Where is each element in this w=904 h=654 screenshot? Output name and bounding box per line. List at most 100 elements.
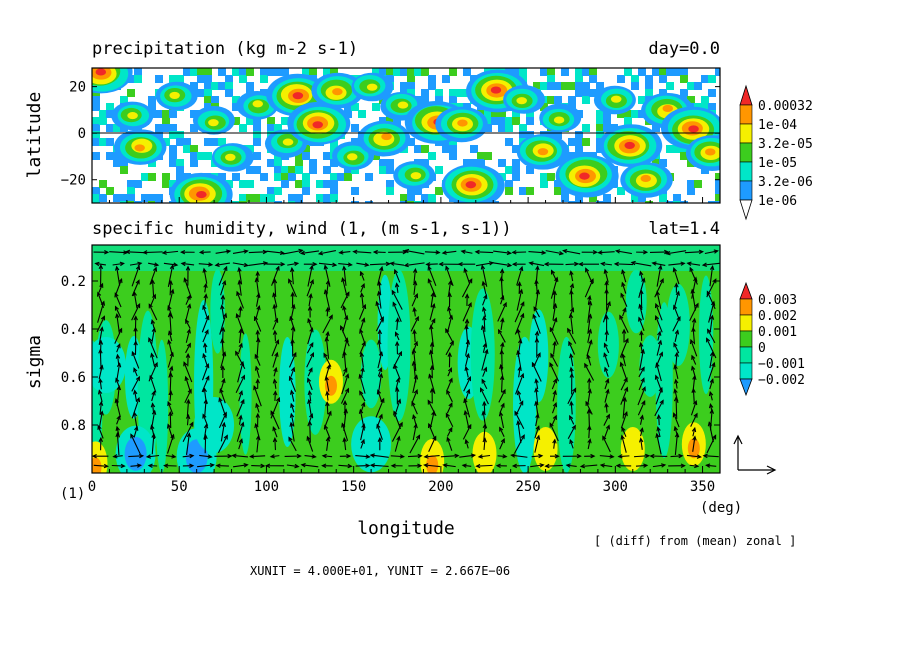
wind-vector-head [569,270,574,276]
wind-vector-head [342,265,347,271]
wind-vector [600,464,613,468]
wind-vector [668,262,685,266]
precip-cell [92,131,100,139]
wind-vector [151,434,155,455]
precip-cell [407,75,415,83]
precip-cell [596,110,604,118]
wind-vector-head [586,353,591,359]
wind-vector [689,303,699,321]
precip-cell [92,96,100,104]
wind-vector-head [623,377,628,383]
wind-vector [130,464,141,467]
wind-vector-head [118,277,123,284]
wind-vector-head [169,264,175,270]
wind-vector-head [226,249,232,254]
wind-vector-head [602,435,607,441]
wind-vector-head [399,454,405,459]
wind-vector-head [672,266,677,273]
wind-vector [360,439,365,449]
wind-vector-head [587,313,593,319]
wind-vector-head [325,306,330,312]
wind-vector-head [180,261,186,267]
wind-vector-head [324,424,329,430]
precip-cell [582,96,590,104]
wind-vector [655,387,663,405]
wind-vector [255,366,260,378]
wind-vector-head [290,325,296,331]
wind-vector-head [134,425,139,431]
wind-vector [690,400,697,416]
precip-cell [281,166,289,174]
wind-vector-head [395,317,400,323]
humidity-anomaly-core [324,375,337,396]
precip-cell [442,145,450,153]
precip-cell [589,89,597,97]
precip-cell [134,68,142,76]
wind-vector-head [365,463,371,468]
wind-vector [674,330,679,343]
precip-cell [414,187,422,195]
precip-storm [662,104,674,113]
wind-vector [482,294,487,306]
precip-cell [239,75,247,83]
wind-vector [517,421,522,444]
wind-vector-head [448,314,454,320]
wind-vector-head [342,437,347,443]
humidity-streak [597,311,619,378]
wind-vector-head [180,249,186,255]
precip-cell [211,82,219,90]
wind-vector [218,266,228,286]
wind-vector-head [497,328,503,334]
precip-cell [498,124,506,132]
wind-vector [639,271,644,281]
wind-vector [272,352,278,368]
wind-vector [185,295,191,305]
wind-vector-head [288,375,294,381]
wind-vector [148,304,158,321]
wind-vector-head [114,292,119,298]
wind-vector-head [262,249,268,255]
wind-vector-head [442,463,448,468]
wind-vector [360,318,365,331]
wind-vector-head [502,454,508,459]
wind-vector [638,278,645,298]
wind-vector [656,340,662,356]
wind-vector-head [115,431,120,438]
wind-vector-head [378,413,383,419]
precip-cell [498,110,506,118]
wind-vector-head [359,328,364,334]
wind-vector-head [673,364,678,370]
wind-vector-head [221,279,227,286]
precip-cell [260,68,268,76]
wind-vector-head [184,375,189,382]
wind-vector [322,455,333,458]
wind-vector-head [317,251,324,256]
precip-cell [673,194,681,202]
precip-cell [232,103,240,111]
wind-vector-head [701,262,708,267]
wind-vector [514,434,525,454]
wind-vector [306,436,314,452]
wind-vector-head [238,305,243,311]
wind-vector [480,388,489,405]
wind-vector [530,464,544,468]
precip-cell [134,75,142,83]
wind-vector [340,292,350,309]
precip-cell [162,138,170,146]
wind-vector [220,378,225,390]
wind-vector [306,352,314,368]
wind-vector [202,305,208,319]
wind-vector [359,391,366,402]
wind-vector [116,344,121,353]
wind-vector [393,364,401,380]
wind-vector-head [393,268,399,275]
precip-cell [330,159,338,167]
wind-vector [551,415,557,425]
wind-vector-head [289,421,294,427]
wind-vector-head [255,329,260,335]
wind-vector [396,283,399,293]
wind-vector-head [339,325,345,331]
precip-cell [393,68,401,76]
wind-vector-head [185,265,191,271]
wind-vector-head [115,313,120,319]
